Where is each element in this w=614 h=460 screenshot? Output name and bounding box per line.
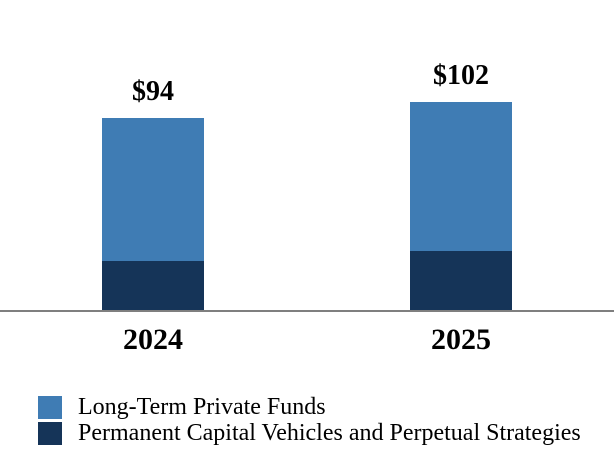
legend-swatch-light-blue xyxy=(38,395,62,419)
bar-segment-long-term-private-funds-2024 xyxy=(102,118,204,262)
bar-segment-permanent-capital-2024 xyxy=(102,261,204,310)
x-axis-label-2025: 2025 xyxy=(431,323,491,356)
legend: Long-Term Private Funds Permanent Capita… xyxy=(38,394,581,446)
bar-segment-permanent-capital-2025 xyxy=(410,250,512,310)
bar-2025: $102 xyxy=(410,59,512,310)
bar-total-label-2025: $102 xyxy=(433,59,489,91)
legend-item-permanent-capital: Permanent Capital Vehicles and Perpetual… xyxy=(38,420,581,446)
legend-label: Permanent Capital Vehicles and Perpetual… xyxy=(78,420,581,446)
x-axis-line xyxy=(0,310,614,312)
bar-total-label-2024: $94 xyxy=(132,76,174,108)
legend-item-long-term-private-funds: Long-Term Private Funds xyxy=(38,394,581,420)
bar-2024: $94 xyxy=(102,77,204,310)
bar-segment-long-term-private-funds-2025 xyxy=(410,101,512,251)
x-axis-label-2024: 2024 xyxy=(123,323,183,356)
legend-label: Long-Term Private Funds xyxy=(78,394,326,420)
legend-swatch-dark-navy xyxy=(38,421,62,445)
